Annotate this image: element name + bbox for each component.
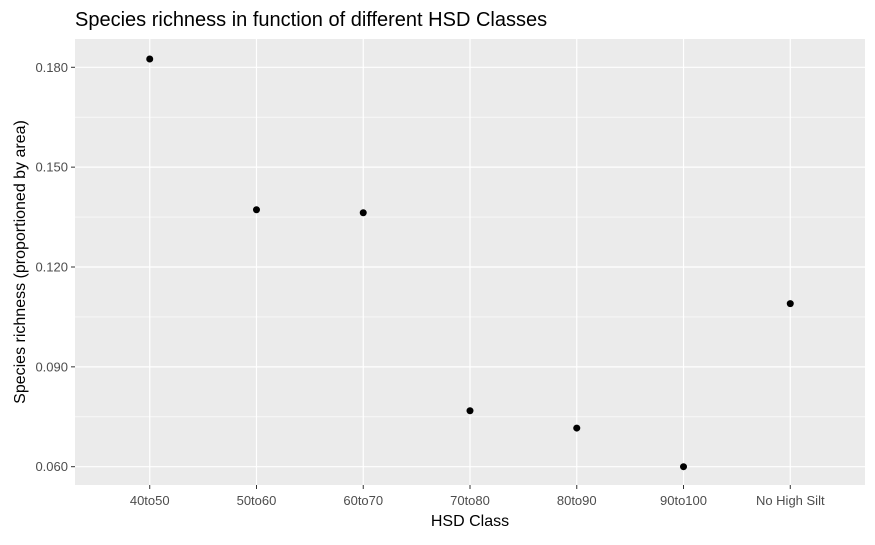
x-tick-label: 50to60 (237, 493, 277, 508)
y-tick-label: 0.150 (35, 160, 68, 175)
data-point (146, 55, 154, 63)
x-tick-label: 70to80 (450, 493, 490, 508)
data-point (252, 206, 260, 214)
y-axis-title: Species richness (proportioned by area) (12, 120, 29, 404)
chart-title: Species richness in function of differen… (75, 9, 547, 31)
x-tick-label: No High Silt (756, 493, 825, 508)
y-tick-label: 0.090 (35, 359, 68, 374)
y-tick-label: 0.180 (35, 60, 68, 75)
x-tick-label: 40to50 (130, 493, 170, 508)
x-tick-label: 80to90 (557, 493, 597, 508)
data-points (146, 55, 794, 471)
y-tick-label: 0.120 (35, 259, 68, 274)
data-point (359, 209, 367, 217)
x-axis-title: HSD Class (431, 513, 509, 530)
x-axis-ticks: 40to50 50to60 60to70 70to80 80to90 90to100 No … (130, 485, 825, 508)
x-tick-label: 60to70 (343, 493, 383, 508)
data-point (573, 424, 581, 432)
data-point (680, 463, 688, 471)
x-tick-label: 90to100 (660, 493, 707, 508)
data-point (786, 300, 794, 308)
grid-lines (75, 39, 865, 485)
y-tick-label: 0.060 (35, 459, 68, 474)
data-point (466, 407, 474, 415)
y-axis-ticks: 0.060 0.090 0.120 0.150 0.180 (35, 60, 75, 474)
